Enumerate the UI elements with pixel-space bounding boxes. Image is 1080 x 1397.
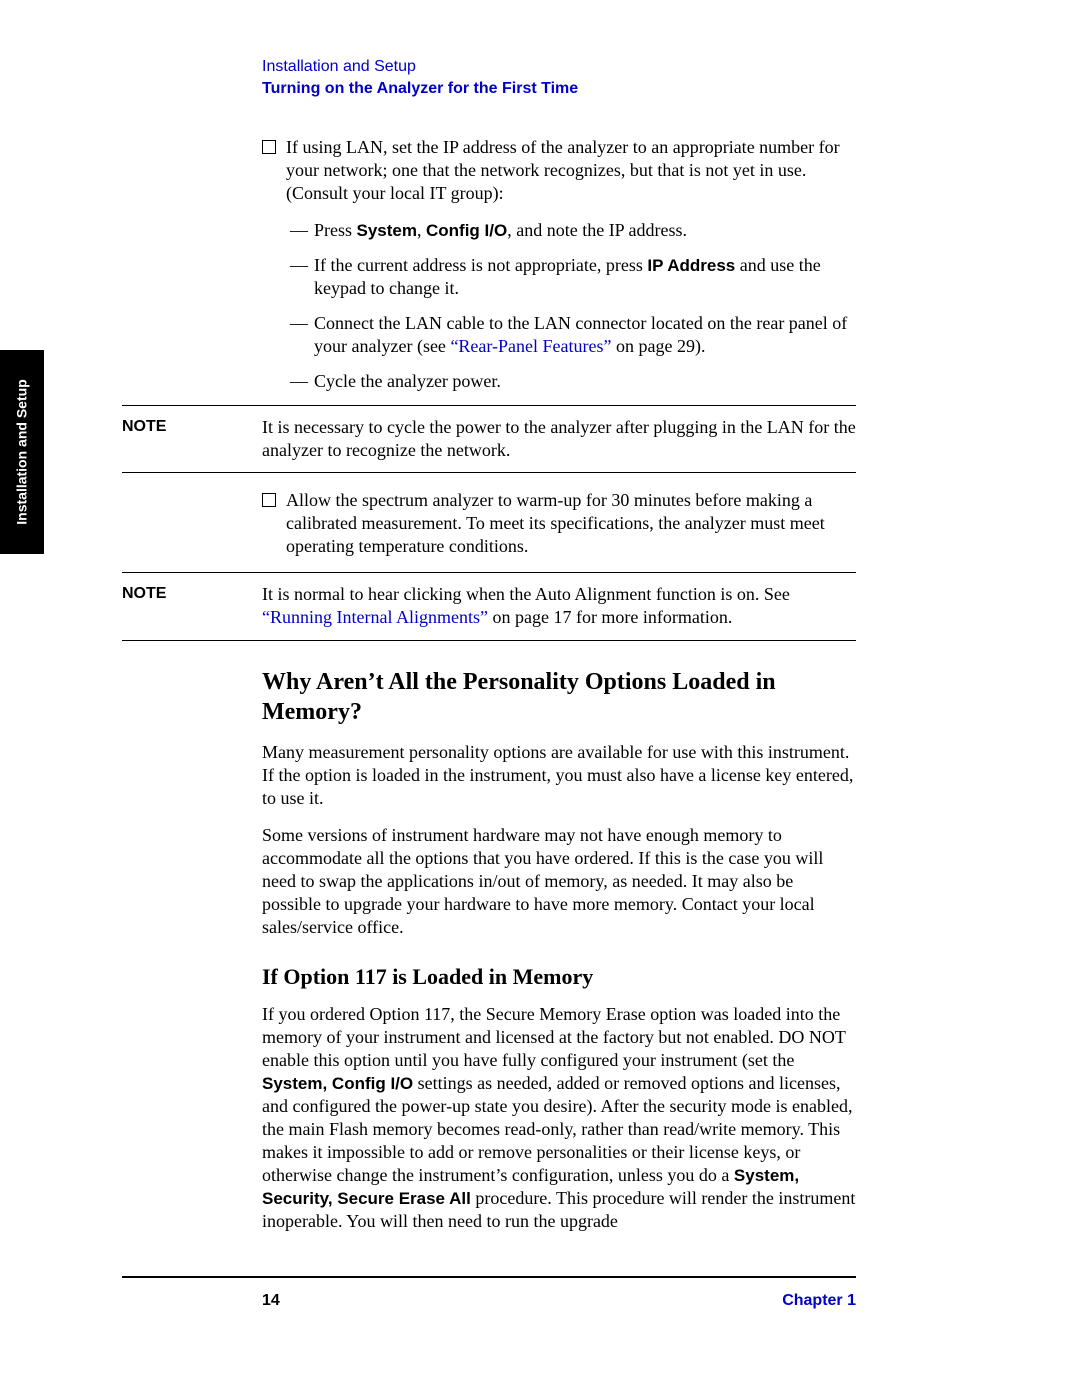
paragraph: Some versions of instrument hardware may…: [262, 824, 856, 939]
dash-icon: —: [290, 312, 308, 358]
sublist: — Press System, Config I/O, and note the…: [290, 219, 856, 393]
t: on page 29).: [612, 336, 706, 356]
page-header: Installation and Setup Turning on the An…: [262, 58, 578, 98]
sub-text: Cycle the analyzer power.: [314, 370, 856, 393]
paragraph: If you ordered Option 117, the Secure Me…: [262, 1003, 856, 1233]
page-footer: 14 Chapter 1: [122, 1292, 856, 1310]
note-text: It is normal to hear clicking when the A…: [262, 583, 856, 629]
sub-item: — Cycle the analyzer power.: [290, 370, 856, 393]
side-tab-label: Installation and Setup: [14, 379, 30, 524]
side-tab: Installation and Setup: [0, 350, 44, 554]
bold: System: [357, 221, 417, 240]
header-section: Turning on the Analyzer for the First Ti…: [262, 80, 578, 98]
note-block: NOTE It is normal to hear clicking when …: [122, 572, 856, 640]
note-label: NOTE: [122, 583, 262, 629]
paragraph: Many measurement personality options are…: [262, 741, 856, 810]
t: If the current address is not appropriat…: [314, 255, 647, 275]
bold: System, Config I/O: [262, 1074, 413, 1093]
note-text: It is necessary to cycle the power to th…: [262, 416, 856, 462]
t: Press: [314, 220, 357, 240]
page-number: 14: [122, 1292, 280, 1310]
checklist-text: If using LAN, set the IP address of the …: [286, 136, 856, 205]
cross-ref-link[interactable]: “Running Internal Alignments”: [262, 607, 488, 627]
footer-rule: [122, 1276, 856, 1278]
bold: Config I/O: [426, 221, 507, 240]
sub-text: If the current address is not appropriat…: [314, 254, 856, 300]
dash-icon: —: [290, 370, 308, 393]
t: on page 17 for more information.: [488, 607, 732, 627]
sub-text: Connect the LAN cable to the LAN connect…: [314, 312, 856, 358]
sub-item: — Connect the LAN cable to the LAN conne…: [290, 312, 856, 358]
t: , and note the IP address.: [507, 220, 687, 240]
checklist-item-warmup: Allow the spectrum analyzer to warm-up f…: [262, 489, 856, 558]
checklist-text: Allow the spectrum analyzer to warm-up f…: [286, 489, 856, 558]
checkbox-icon: [262, 140, 276, 154]
note-label: NOTE: [122, 416, 262, 462]
sub-item: — If the current address is not appropri…: [290, 254, 856, 300]
sub-text: Press System, Config I/O, and note the I…: [314, 219, 856, 242]
note-block: NOTE It is necessary to cycle the power …: [122, 405, 856, 473]
heading-option-117: If Option 117 is Loaded in Memory: [262, 963, 856, 991]
dash-icon: —: [290, 254, 308, 300]
dash-icon: —: [290, 219, 308, 242]
cross-ref-link[interactable]: “Rear-Panel Features”: [450, 336, 611, 356]
sub-item: — Press System, Config I/O, and note the…: [290, 219, 856, 242]
t: It is normal to hear clicking when the A…: [262, 584, 790, 604]
checklist-item-lan: If using LAN, set the IP address of the …: [262, 136, 856, 205]
t: ,: [417, 220, 426, 240]
bold: IP Address: [647, 256, 735, 275]
chapter-reference[interactable]: Chapter 1: [782, 1292, 856, 1310]
checkbox-icon: [262, 493, 276, 507]
header-chapter: Installation and Setup: [262, 58, 578, 76]
page-content: If using LAN, set the IP address of the …: [262, 136, 856, 1247]
heading-personality-options: Why Aren’t All the Personality Options L…: [262, 667, 856, 727]
t: If you ordered Option 117, the Secure Me…: [262, 1004, 846, 1070]
